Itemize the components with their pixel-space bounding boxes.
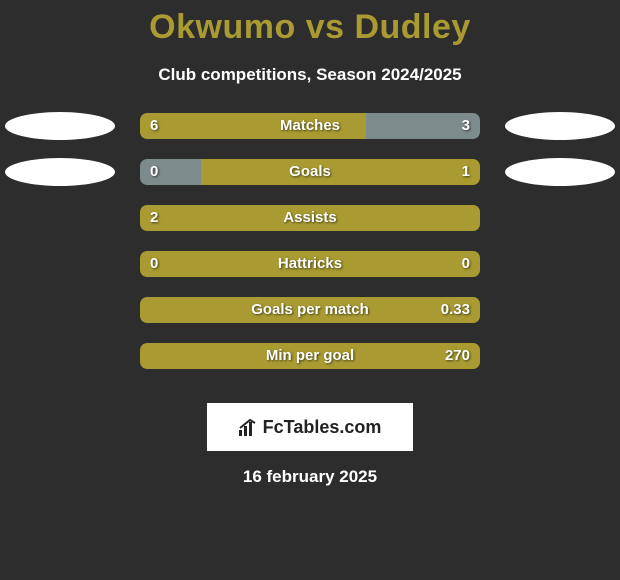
logo-text: FcTables.com [239,417,382,438]
stat-row: Goals per match0.33 [0,297,620,343]
stat-value-right: 3 [462,113,470,139]
subtitle: Club competitions, Season 2024/2025 [0,65,620,85]
stat-label: Hattricks [140,251,480,277]
player-left-name: Okwumo [149,8,296,46]
stat-value-right: 0.33 [441,297,470,323]
stat-value-left: 6 [150,113,158,139]
team-left-oval [5,112,115,140]
stat-label: Matches [140,113,480,139]
stat-row: Goals0 1 [0,159,620,205]
team-right-oval [505,158,615,186]
stat-rows-container: Matches63Goals01Assists2Hattricks00Goals… [0,113,620,389]
stat-value-right: 0 [462,251,470,277]
stat-label: Assists [140,205,480,231]
logo-bold: Fc [263,417,284,437]
stat-value-right: 1 [462,159,470,185]
stat-label: Goals per match [140,297,480,323]
stat-value-right: 270 [445,343,470,369]
stat-value-left: 2 [150,205,158,231]
footer-logo: FcTables.com [207,403,413,451]
vs-text: vs [306,8,345,46]
stat-value-left: 0 [150,159,158,185]
stat-row: Assists2 [0,205,620,251]
player-right-name: Dudley [354,8,470,46]
stat-row: Hattricks0 0 [0,251,620,297]
stat-row: Min per goal270 [0,343,620,389]
team-right-oval [505,112,615,140]
stat-row: Matches6 3 [0,113,620,159]
date: 16 february 2025 [0,467,620,487]
stat-label: Goals [140,159,480,185]
chart-icon [239,418,259,436]
team-left-oval [5,158,115,186]
stat-label: Min per goal [140,343,480,369]
stat-value-left: 0 [150,251,158,277]
logo-rest: Tables.com [284,417,382,437]
comparison-title: Okwumo vs Dudley [0,0,620,47]
